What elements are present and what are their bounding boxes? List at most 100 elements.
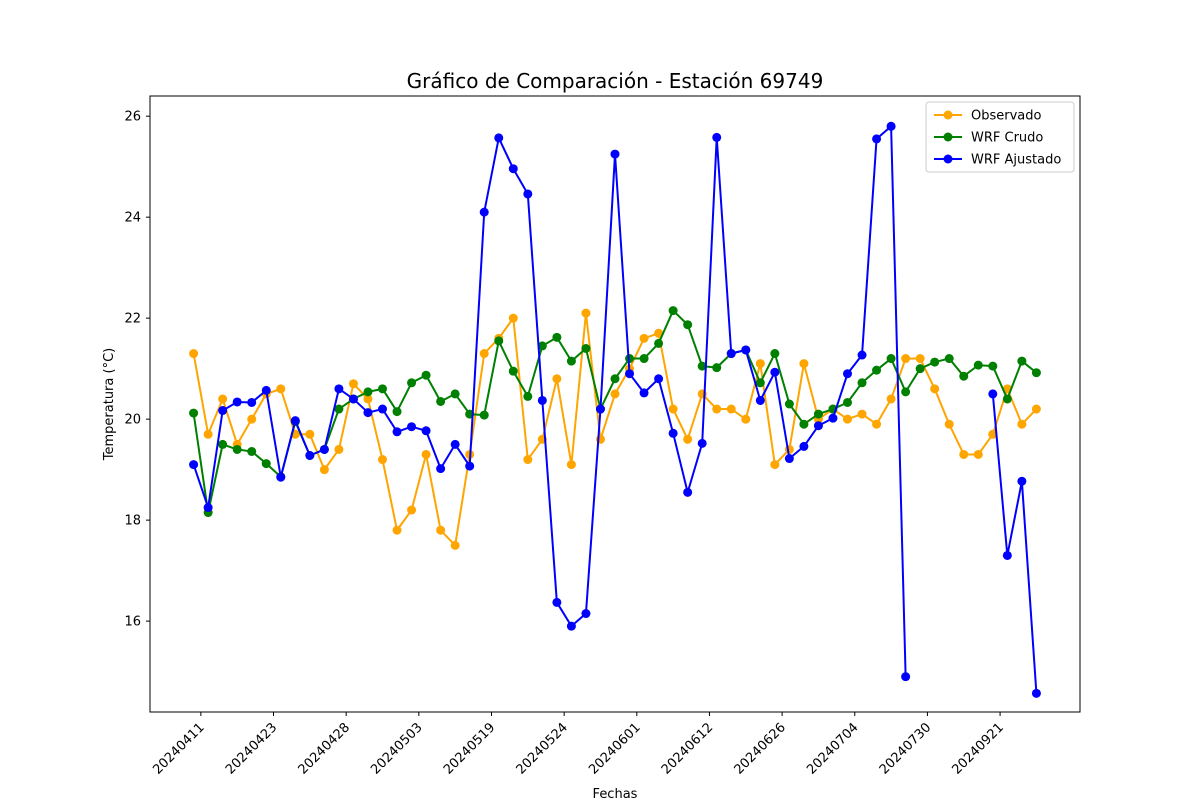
- data-point: [872, 419, 882, 429]
- data-point: [261, 385, 271, 395]
- data-point: [697, 361, 707, 371]
- data-point: [581, 609, 591, 619]
- data-point: [843, 369, 852, 379]
- data-point: [450, 439, 460, 449]
- data-point: [232, 397, 242, 407]
- legend-label: WRF Crudo: [971, 131, 1043, 146]
- data-point: [1017, 419, 1027, 429]
- data-point: [988, 361, 998, 371]
- data-point: [1002, 394, 1012, 404]
- data-point: [247, 446, 257, 456]
- data-point: [843, 414, 852, 424]
- legend-marker: [943, 110, 953, 120]
- data-point: [872, 134, 882, 144]
- data-point: [770, 349, 780, 359]
- data-point: [654, 338, 664, 348]
- data-point: [988, 429, 998, 439]
- legend-marker: [943, 154, 953, 164]
- data-point: [581, 308, 591, 318]
- data-point: [392, 407, 402, 417]
- data-point: [581, 343, 591, 353]
- data-point: [479, 349, 489, 359]
- data-point: [799, 441, 809, 451]
- data-point: [654, 374, 664, 384]
- data-point: [901, 672, 911, 682]
- series-line: [991, 393, 1038, 694]
- data-point: [639, 333, 649, 343]
- data-point: [988, 389, 998, 399]
- data-point: [566, 356, 576, 366]
- legend-marker: [943, 132, 953, 142]
- chart-title: Gráfico de Comparación - Estación 69749: [407, 69, 824, 93]
- legend-entry: WRF Ajustado: [934, 153, 1061, 168]
- data-point: [479, 410, 489, 420]
- plot-frame: [149, 95, 1081, 713]
- y-tick-label: 24: [124, 211, 141, 226]
- data-point: [944, 354, 954, 364]
- data-point: [450, 389, 460, 399]
- data-point: [537, 341, 547, 351]
- data-point: [901, 387, 911, 397]
- data-point: [392, 427, 402, 437]
- data-point: [595, 404, 605, 414]
- data-point: [915, 354, 925, 364]
- data-point: [378, 455, 387, 465]
- data-point: [552, 597, 562, 607]
- data-point: [552, 332, 562, 342]
- data-point: [566, 460, 576, 470]
- data-point: [305, 451, 315, 460]
- data-point: [843, 397, 852, 407]
- data-point: [857, 378, 867, 388]
- data-point: [741, 345, 751, 355]
- data-point: [218, 394, 228, 404]
- data-point: [770, 367, 780, 377]
- data-point: [276, 384, 286, 394]
- legend-label: Observado: [971, 109, 1042, 124]
- data-point: [668, 428, 678, 438]
- data-point: [479, 207, 489, 217]
- legend-entry: WRF Crudo: [934, 131, 1043, 146]
- data-point: [857, 409, 867, 419]
- data-point: [523, 391, 533, 401]
- data-point: [1031, 688, 1041, 698]
- data-point: [712, 132, 722, 142]
- data-point: [566, 621, 576, 631]
- data-point: [450, 540, 460, 550]
- data-point: [610, 374, 620, 384]
- data-point: [683, 320, 693, 330]
- y-tick-label: 22: [124, 312, 141, 327]
- data-point: [973, 449, 983, 459]
- data-point: [857, 350, 867, 360]
- legend-box: [925, 101, 1075, 173]
- plot-area: [189, 121, 1041, 698]
- data-point: [755, 359, 765, 369]
- data-point: [901, 354, 911, 364]
- data-point: [319, 465, 329, 475]
- data-point: [508, 366, 518, 376]
- data-point: [276, 472, 286, 482]
- data-point: [348, 379, 358, 389]
- data-point: [247, 397, 257, 407]
- data-point: [494, 336, 504, 346]
- data-point: [930, 384, 940, 394]
- data-point: [741, 414, 751, 424]
- data-point: [944, 419, 954, 429]
- data-point: [639, 354, 649, 364]
- data-point: [784, 454, 794, 464]
- data-point: [348, 394, 358, 404]
- data-point: [392, 525, 402, 535]
- data-point: [319, 444, 329, 454]
- data-point: [712, 363, 722, 373]
- data-point: [334, 384, 344, 394]
- data-point: [363, 387, 373, 397]
- data-point: [421, 426, 431, 436]
- data-point: [189, 460, 199, 470]
- data-point: [537, 395, 547, 405]
- data-point: [755, 378, 765, 388]
- x-axis-label: Fechas: [593, 787, 638, 800]
- data-point: [407, 378, 417, 388]
- data-point: [290, 416, 300, 426]
- data-point: [712, 404, 722, 414]
- series-3: [189, 121, 1041, 698]
